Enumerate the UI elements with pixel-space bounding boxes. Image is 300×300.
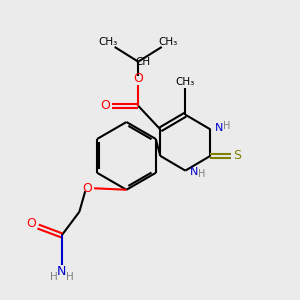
- Text: S: S: [233, 149, 242, 162]
- Text: N: N: [57, 265, 66, 278]
- Text: H: H: [198, 169, 205, 179]
- Text: O: O: [100, 99, 110, 112]
- Text: CH₃: CH₃: [176, 77, 195, 87]
- Text: O: O: [27, 217, 37, 230]
- Text: CH₃: CH₃: [159, 37, 178, 46]
- Text: N: N: [214, 123, 223, 133]
- Text: N: N: [189, 167, 198, 177]
- Text: O: O: [133, 72, 143, 85]
- Text: CH₃: CH₃: [99, 37, 118, 46]
- Text: O: O: [82, 182, 92, 195]
- Text: CH: CH: [135, 57, 150, 67]
- Text: H: H: [223, 121, 230, 131]
- Text: H: H: [66, 272, 74, 282]
- Text: H: H: [50, 272, 57, 282]
